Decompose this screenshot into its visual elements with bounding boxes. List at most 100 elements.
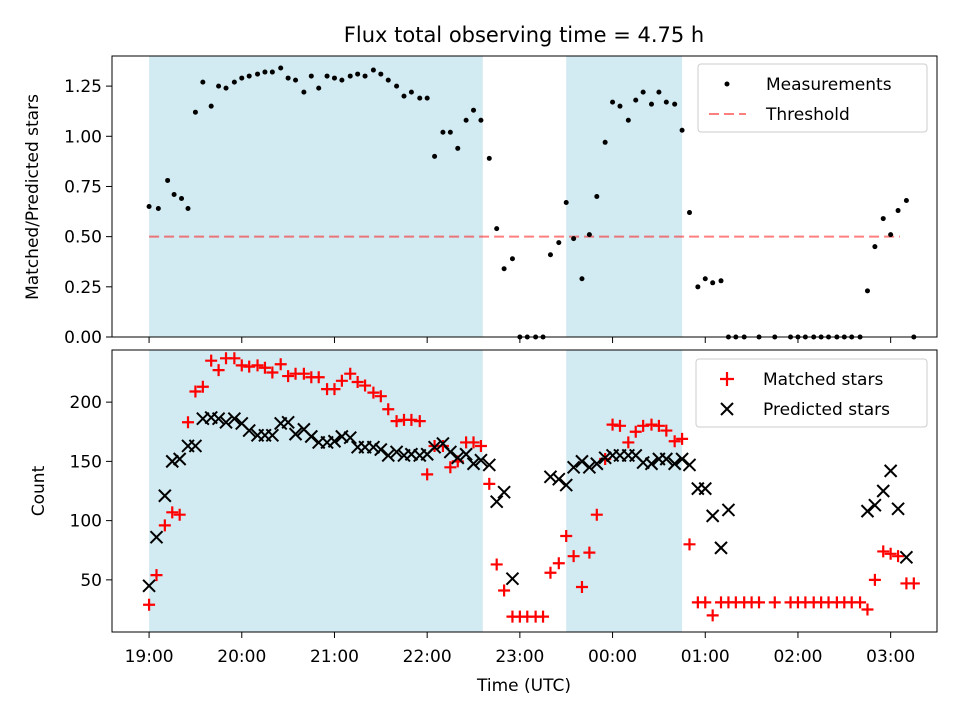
- matched-star-point: [444, 461, 457, 474]
- matched-star-point: [629, 425, 642, 438]
- predicted-star-point: [644, 457, 659, 471]
- predicted-star-point: [899, 550, 914, 565]
- matched-star-point: [768, 596, 781, 609]
- measurement-point: [192, 109, 198, 115]
- legend-matched-marker: [720, 372, 734, 386]
- measurement-point: [316, 85, 322, 91]
- top-legend-box: [697, 63, 928, 133]
- matched-stars-points: [143, 352, 920, 623]
- matched-star-point: [668, 435, 681, 448]
- measurement-point: [269, 69, 275, 75]
- shaded-interval: [149, 350, 483, 632]
- shaded-interval: [566, 350, 683, 632]
- legend-measurements-label: Measurements: [766, 75, 892, 95]
- matched-star-point: [652, 419, 665, 432]
- predicted-star-point: [443, 445, 458, 459]
- measurement-point: [648, 101, 654, 107]
- matched-star-point: [212, 364, 225, 377]
- measurement-point: [216, 83, 222, 89]
- predicted-star-point: [682, 458, 697, 472]
- measurement-point: [640, 89, 646, 95]
- matched-star-point: [297, 367, 310, 380]
- predicted-star-point: [590, 457, 604, 471]
- predicted-star-point: [389, 445, 404, 459]
- matched-star-point: [854, 596, 867, 609]
- measurement-point: [880, 216, 886, 222]
- matched-star-point: [567, 550, 580, 563]
- measurement-point: [246, 73, 252, 79]
- predicted-star-point: [721, 503, 736, 517]
- predicted-star-point: [489, 494, 504, 509]
- measurement-point: [895, 208, 901, 214]
- measurement-point: [602, 139, 608, 145]
- x-tick-label: 21:00: [310, 647, 359, 667]
- x-axis-label: Time (UTC): [476, 676, 571, 696]
- measurement-point: [702, 276, 708, 282]
- matched-star-point: [367, 386, 380, 399]
- top-y-axis-label: Matched/Predicted stars: [23, 94, 43, 300]
- predicted-star-point: [698, 481, 712, 496]
- predicted-star-point: [374, 442, 388, 457]
- matched-star-point: [544, 566, 557, 579]
- measurement-point: [417, 95, 423, 101]
- legend-measurements-marker: [724, 81, 730, 87]
- measurement-point: [347, 73, 353, 79]
- measurement-point: [440, 129, 446, 135]
- y-tick-label: 0.50: [64, 228, 102, 248]
- measurement-point: [617, 103, 623, 109]
- measurement-point: [903, 198, 909, 204]
- matched-star-point: [173, 508, 186, 521]
- matched-star-point: [266, 366, 279, 379]
- matched-star-point: [683, 538, 696, 551]
- predicted-star-point: [559, 478, 573, 492]
- legend-predicted-marker: [720, 402, 734, 416]
- matched-star-point: [861, 603, 874, 616]
- predicted-star-point: [482, 458, 496, 472]
- measurement-point: [262, 69, 268, 75]
- bottom-x-axis: 19:00 20:00 21:00 22:00 23:00 00:00 01:00 02:00…: [125, 632, 915, 667]
- shaded-interval: [566, 56, 683, 337]
- measurement-point: [547, 252, 553, 258]
- measurement-point: [663, 99, 669, 105]
- measurement-point: [171, 191, 177, 197]
- measurement-point: [179, 196, 185, 202]
- predicted-star-point: [598, 451, 612, 465]
- matched-star-point: [274, 358, 287, 371]
- shaded-interval: [149, 56, 483, 337]
- matched-star-point: [467, 436, 480, 449]
- measurement-point: [471, 107, 477, 113]
- y-tick-label: 100: [70, 512, 102, 532]
- measurement-point: [208, 103, 214, 109]
- measurement-point: [200, 79, 206, 85]
- predicted-star-point: [860, 504, 875, 518]
- measurement-point: [695, 284, 701, 290]
- matched-star-point: [258, 361, 271, 374]
- matched-star-point: [182, 416, 195, 429]
- measurement-point: [355, 71, 361, 77]
- predicted-star-point: [427, 440, 442, 454]
- measurement-point: [864, 288, 870, 294]
- measurement-point: [687, 210, 692, 216]
- chart-title: Flux total observing time = 4.75 h: [344, 23, 704, 47]
- matched-star-point: [166, 506, 179, 519]
- measurement-point: [231, 79, 237, 85]
- measurement-point: [672, 101, 678, 107]
- top-y-axis: 0.00 0.25 0.50 0.75 1.00 1.25: [64, 77, 112, 348]
- measurement-point: [494, 226, 500, 232]
- measurement-point: [301, 89, 307, 95]
- matched-star-point: [583, 546, 596, 559]
- matched-star-point: [560, 530, 573, 543]
- bottom-plot-frame: [111, 349, 938, 633]
- measurement-point: [718, 278, 724, 284]
- predicted-star-point: [288, 427, 303, 441]
- matched-star-point: [483, 477, 496, 490]
- matched-star-point: [907, 577, 920, 590]
- predicted-stars-points: [142, 410, 914, 593]
- predicted-star-point: [327, 434, 342, 448]
- predicted-star-point: [165, 454, 179, 469]
- measurement-point: [463, 117, 469, 123]
- y-tick-label: 50: [80, 571, 102, 591]
- measurement-point: [146, 204, 152, 210]
- matched-star-point: [537, 610, 550, 623]
- predicted-star-point: [883, 464, 898, 478]
